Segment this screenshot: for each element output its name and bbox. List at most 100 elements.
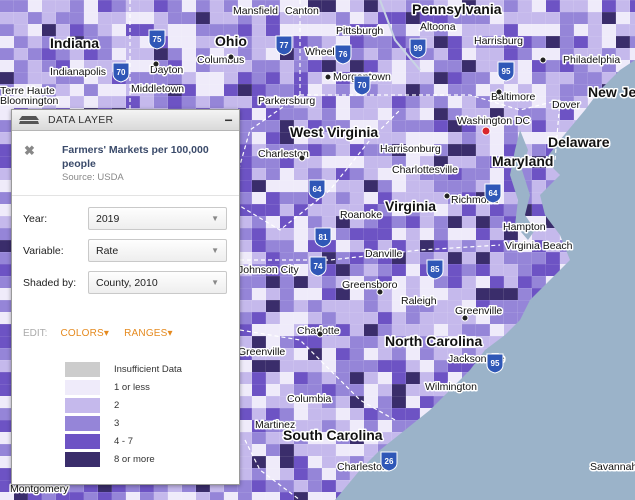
variable-select[interactable]: Rate ▼	[88, 239, 227, 262]
city-label: Virginia Beach	[505, 240, 573, 252]
legend-swatch	[65, 433, 100, 449]
legend-item: 1 or less	[65, 378, 182, 396]
legend-label: 1 or less	[114, 381, 150, 393]
city-label: Canton	[285, 5, 319, 17]
city-label: Greensboro	[342, 279, 398, 291]
highway-shield: 81	[314, 227, 332, 248]
highway-shield: 26	[380, 451, 398, 472]
city-label: Mansfield	[233, 5, 278, 17]
source-label: Source: USDA	[62, 172, 124, 183]
chevron-down-icon: ▼	[211, 278, 219, 287]
state-label: South Carolina	[283, 427, 383, 443]
variable-info: ✖ Farmers' Markets per 100,000 people So…	[12, 131, 239, 196]
year-select[interactable]: 2019 ▼	[88, 207, 227, 230]
year-value: 2019	[96, 212, 120, 225]
city-label: Bloomington	[0, 95, 59, 107]
year-label: Year:	[23, 212, 48, 225]
city-label: Montgomery	[10, 483, 69, 495]
highway-shield: 76	[334, 44, 352, 65]
city-label: Harrisonburg	[380, 143, 441, 155]
city-marker	[227, 53, 235, 61]
legend-item: 4 - 7	[65, 432, 182, 450]
highway-shield: 70	[112, 62, 130, 83]
legend-item: 8 or more	[65, 450, 182, 468]
panel-header: DATA LAYER −	[12, 110, 239, 131]
variable-value: Rate	[96, 244, 119, 257]
state-label: North Carolina	[385, 333, 482, 349]
colors-link[interactable]: COLORS▾	[60, 328, 110, 339]
city-label: Terre Haute	[0, 85, 55, 97]
close-icon[interactable]: ✖	[24, 143, 35, 158]
city-marker	[539, 56, 547, 64]
svg-text:75: 75	[153, 35, 162, 44]
city-label: Washington DC	[457, 115, 531, 127]
variable-title: Farmers' Markets per 100,000 people	[62, 144, 209, 170]
city-label: Danville	[365, 248, 403, 260]
city-label: Charlottesville	[392, 164, 458, 176]
svg-text:74: 74	[314, 262, 323, 271]
city-label: Martinez	[255, 419, 295, 431]
city-label: Charleston	[337, 461, 388, 473]
legend-swatch	[65, 397, 100, 413]
edit-row: EDIT: COLORS▾ RANGES▾	[23, 328, 188, 339]
city-label: Greenville	[455, 305, 502, 317]
svg-text:95: 95	[491, 359, 500, 368]
city-marker	[298, 154, 306, 162]
city-label: Raleigh	[401, 295, 437, 307]
city-marker	[495, 88, 503, 96]
legend-swatch	[65, 361, 100, 377]
legend-swatch	[65, 379, 100, 395]
state-label: Pennsylvania	[412, 1, 502, 17]
city-marker	[443, 192, 451, 200]
city-marker	[152, 60, 160, 68]
highway-shield: 64	[484, 183, 502, 204]
highway-shield: 95	[486, 353, 504, 374]
city-marker	[316, 330, 324, 338]
highway-shield: 77	[275, 35, 293, 56]
city-label: Indianapolis	[50, 66, 106, 78]
city-label: Greenville	[238, 346, 285, 358]
city-marker	[461, 314, 469, 322]
shaded-by-select[interactable]: County, 2010 ▼	[88, 271, 227, 294]
city-label: Roanoke	[340, 209, 382, 221]
state-label: West Virginia	[290, 124, 378, 140]
city-label: Charleston	[258, 148, 309, 160]
panel-title: DATA LAYER	[48, 114, 114, 126]
highway-shield: 95	[497, 61, 515, 82]
minimize-button[interactable]: −	[224, 112, 233, 128]
data-layer-panel: DATA LAYER − ✖ Farmers' Markets per 100,…	[11, 109, 240, 485]
highway-shield: 74	[309, 256, 327, 277]
svg-text:70: 70	[358, 81, 367, 90]
city-label: Philadelphia	[563, 54, 620, 66]
legend-swatch	[65, 415, 100, 431]
ranges-link[interactable]: RANGES▾	[124, 328, 173, 339]
city-label: Middletown	[131, 83, 184, 95]
city-marker	[376, 288, 384, 296]
state-label: Indiana	[50, 35, 99, 51]
legend-label: 8 or more	[114, 453, 155, 465]
city-label: Johnson City	[238, 264, 299, 276]
variable-row: Variable: Rate ▼	[23, 239, 227, 262]
city-label: Parkersburg	[258, 95, 315, 107]
legend-label: 4 - 7	[114, 435, 134, 447]
highway-shield: 70	[353, 75, 371, 96]
city-label: Dover	[552, 99, 581, 111]
legend-label: 3	[114, 417, 120, 429]
shaded-by-row: Shaded by: County, 2010 ▼	[23, 271, 227, 294]
highway-shield: 75	[148, 29, 166, 50]
city-label: Columbus	[197, 54, 244, 66]
river	[379, 0, 421, 71]
state-label: New Jersey	[588, 84, 635, 100]
shaded-by-value: County, 2010	[96, 276, 158, 289]
legend-item: 2	[65, 396, 182, 414]
legend-label: 2	[114, 399, 120, 411]
city-label: Altoona	[420, 21, 456, 33]
svg-text:99: 99	[414, 44, 423, 53]
svg-text:64: 64	[489, 189, 498, 198]
state-label: Ohio	[215, 33, 247, 49]
svg-text:70: 70	[117, 68, 126, 77]
state-label: Maryland	[492, 153, 553, 169]
city-label: Harrisburg	[474, 35, 523, 47]
state-label: Delaware	[548, 134, 610, 150]
legend-item: 3	[65, 414, 182, 432]
